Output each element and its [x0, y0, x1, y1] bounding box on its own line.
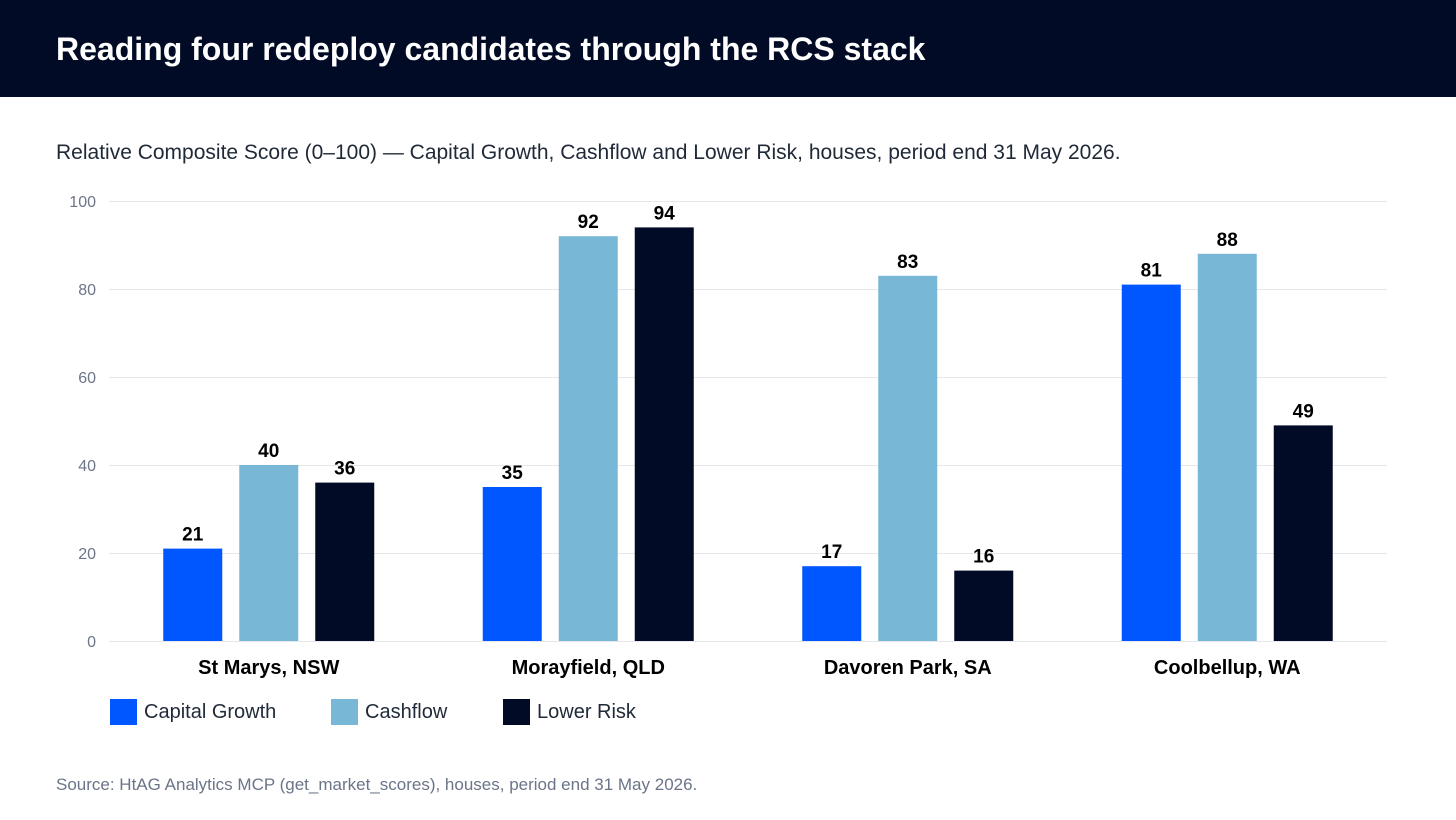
bar-capital-growth-0: [163, 548, 223, 641]
y-tick-label-20: 20: [78, 546, 96, 563]
bar-lower-risk-0: [315, 482, 375, 641]
data-label-cashflow-3: 88: [1217, 230, 1238, 251]
data-label-lower-risk-2: 16: [973, 547, 994, 568]
data-label-lower-risk-1: 94: [654, 203, 676, 224]
data-label-lower-risk-3: 49: [1293, 401, 1314, 422]
chart-subtitle: Relative Composite Score (0–100) — Capit…: [56, 141, 1121, 164]
x-category-label-0: St Marys, NSW: [198, 657, 339, 679]
data-label-lower-risk-0: 36: [334, 459, 355, 480]
bar-capital-growth-1: [482, 487, 542, 641]
legend-item-lower-risk: Lower Risk: [503, 699, 636, 725]
data-label-cashflow-0: 40: [258, 441, 279, 462]
legend-swatch-cashflow: [331, 699, 358, 725]
data-label-capital-growth-1: 35: [502, 463, 524, 484]
bar-cashflow-2: [878, 275, 938, 641]
y-tick-label-80: 80: [78, 282, 96, 299]
data-label-cashflow-2: 83: [897, 252, 918, 273]
bar-lower-risk-1: [634, 227, 694, 641]
y-tick-label-100: 100: [69, 194, 96, 211]
x-category-label-1: Morayfield, QLD: [512, 657, 665, 679]
legend-swatch-capital-growth: [110, 699, 137, 725]
x-category-label-2: Davoren Park, SA: [824, 657, 992, 679]
data-label-capital-growth-3: 81: [1141, 261, 1163, 282]
data-label-cashflow-1: 92: [578, 212, 599, 233]
bar-lower-risk-2: [954, 570, 1014, 641]
legend-item-capital-growth: Capital Growth: [110, 699, 276, 725]
data-label-capital-growth-0: 21: [182, 525, 204, 546]
legend-swatch-lower-risk: [503, 699, 530, 725]
source-note: Source: HtAG Analytics MCP (get_market_s…: [56, 775, 698, 794]
y-tick-label-40: 40: [78, 458, 96, 475]
data-label-capital-growth-2: 17: [821, 542, 842, 563]
bar-cashflow-1: [558, 236, 618, 641]
legend-label-cashflow: Cashflow: [365, 700, 448, 723]
bar-cashflow-0: [239, 465, 299, 641]
legend-item-cashflow: Cashflow: [331, 699, 447, 725]
bar-cashflow-3: [1197, 253, 1257, 642]
bar-lower-risk-3: [1273, 425, 1333, 641]
x-category-label-3: Coolbellup, WA: [1154, 657, 1301, 679]
y-tick-label-60: 60: [78, 370, 96, 387]
bar-capital-growth-3: [1121, 284, 1181, 641]
header-bar: Reading four redeploy candidates through…: [0, 0, 1456, 97]
legend-label-lower-risk: Lower Risk: [537, 700, 636, 723]
page-title: Reading four redeploy candidates through…: [56, 31, 926, 67]
y-tick-label-0: 0: [87, 634, 96, 651]
bar-capital-growth-2: [802, 566, 862, 641]
legend-label-capital-growth: Capital Growth: [144, 700, 277, 723]
bar-chart: 0 20 40 60 80 100 21 40 36 St Marys, NSW 35 92 94 Mor…: [69, 194, 1387, 679]
